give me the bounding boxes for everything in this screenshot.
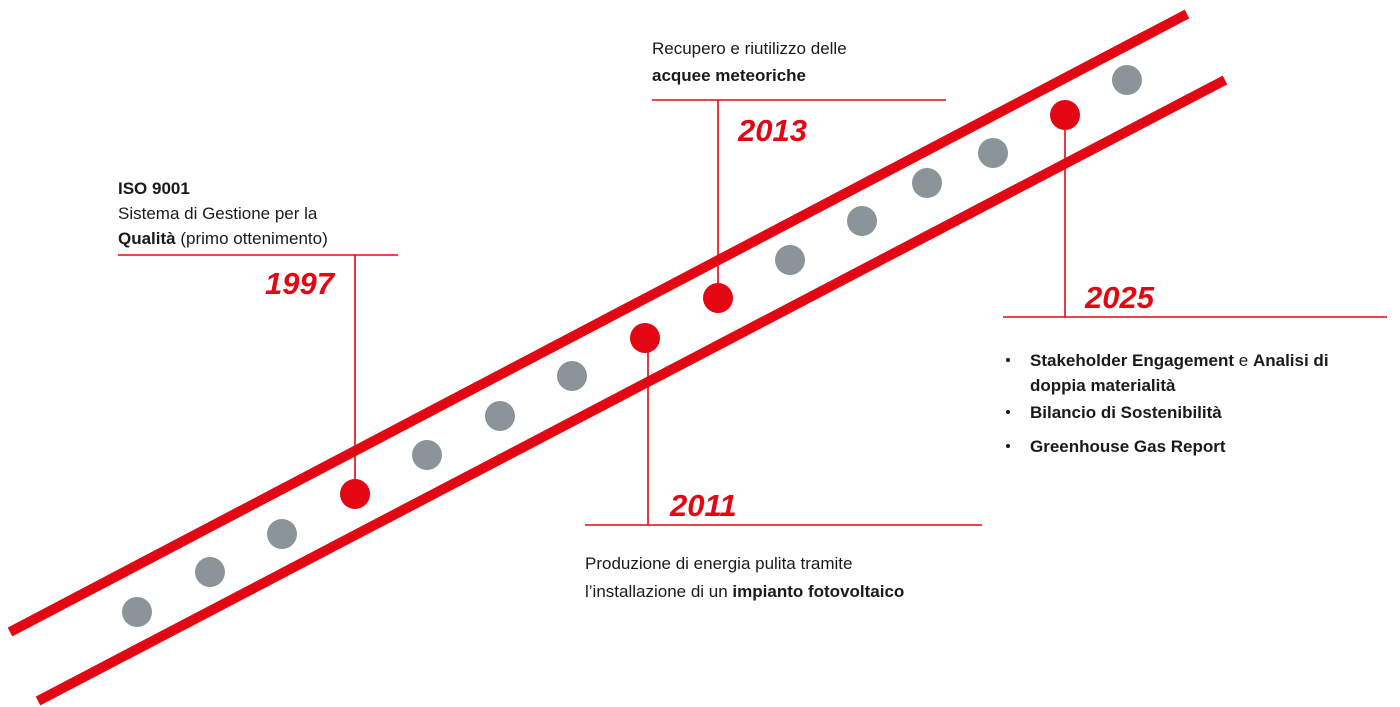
text-line: doppia materialità bbox=[1030, 376, 1176, 395]
year: 2011 bbox=[669, 488, 737, 523]
rail-bottom bbox=[35, 75, 1228, 706]
bold-text: Qualità bbox=[118, 229, 176, 248]
text: l’installazione di un bbox=[585, 582, 732, 601]
dot bbox=[847, 206, 877, 236]
bold-text: ISO 9001 bbox=[118, 179, 190, 198]
text-line: l’installazione di un impianto fotovolta… bbox=[585, 582, 904, 601]
dot bbox=[978, 138, 1008, 168]
dots bbox=[122, 65, 1142, 627]
milestone-dot bbox=[630, 323, 660, 353]
bullet bbox=[1006, 358, 1010, 362]
dot bbox=[195, 557, 225, 587]
bold-text: Bilancio di Sostenibilità bbox=[1030, 403, 1222, 422]
text-line: Recupero e riutilizzo delle bbox=[652, 39, 847, 58]
dot bbox=[122, 597, 152, 627]
milestone: 1997 ISO 9001 Sistema di Gestione per la Qu… bbox=[118, 179, 398, 494]
dot bbox=[557, 361, 587, 391]
text-line: Produzione di energia pulita tramite bbox=[585, 554, 852, 573]
year: 2013 bbox=[737, 113, 807, 148]
text-line: Stakeholder Engagement e Analisi di bbox=[1030, 351, 1329, 370]
bullet bbox=[1006, 410, 1010, 414]
dot bbox=[485, 401, 515, 431]
text-line: ISO 9001 bbox=[118, 179, 190, 198]
dot bbox=[267, 519, 297, 549]
milestone: 2011 Produzione di energia pulita tramite… bbox=[585, 338, 982, 601]
bold-text: Stakeholder Engagement bbox=[1030, 351, 1234, 370]
bullet bbox=[1006, 444, 1010, 448]
year: 1997 bbox=[265, 266, 336, 301]
rail-top bbox=[7, 9, 1190, 637]
bold-text: doppia materialità bbox=[1030, 376, 1176, 395]
text-line: Greenhouse Gas Report bbox=[1030, 437, 1226, 456]
dot bbox=[912, 168, 942, 198]
dot bbox=[775, 245, 805, 275]
text: Produzione di energia pulita tramite bbox=[585, 554, 852, 573]
text: Sistema di Gestione per la bbox=[118, 204, 318, 223]
bold-text: acquee meteoriche bbox=[652, 66, 806, 85]
bold-text: Greenhouse Gas Report bbox=[1030, 437, 1226, 456]
text: (primo ottenimento) bbox=[176, 229, 328, 248]
text-line: Qualità (primo ottenimento) bbox=[118, 229, 328, 248]
year: 2025 bbox=[1084, 280, 1155, 315]
dot bbox=[1112, 65, 1142, 95]
text-line: Sistema di Gestione per la bbox=[118, 204, 318, 223]
milestone: 2025 Stakeholder Engagement e Analisi di d… bbox=[1003, 115, 1387, 456]
dot bbox=[412, 440, 442, 470]
bold-text: impianto fotovoltaico bbox=[732, 582, 904, 601]
text: e bbox=[1234, 351, 1253, 370]
text: Recupero e riutilizzo delle bbox=[652, 39, 847, 58]
text-line: acquee meteoriche bbox=[652, 66, 806, 85]
text-line: Bilancio di Sostenibilità bbox=[1030, 403, 1222, 422]
milestone: 2013 Recupero e riutilizzo delle acquee me… bbox=[652, 39, 946, 298]
milestones: 1997 ISO 9001 Sistema di Gestione per la Qu… bbox=[118, 39, 1387, 601]
bold-text: Analisi di bbox=[1253, 351, 1329, 370]
